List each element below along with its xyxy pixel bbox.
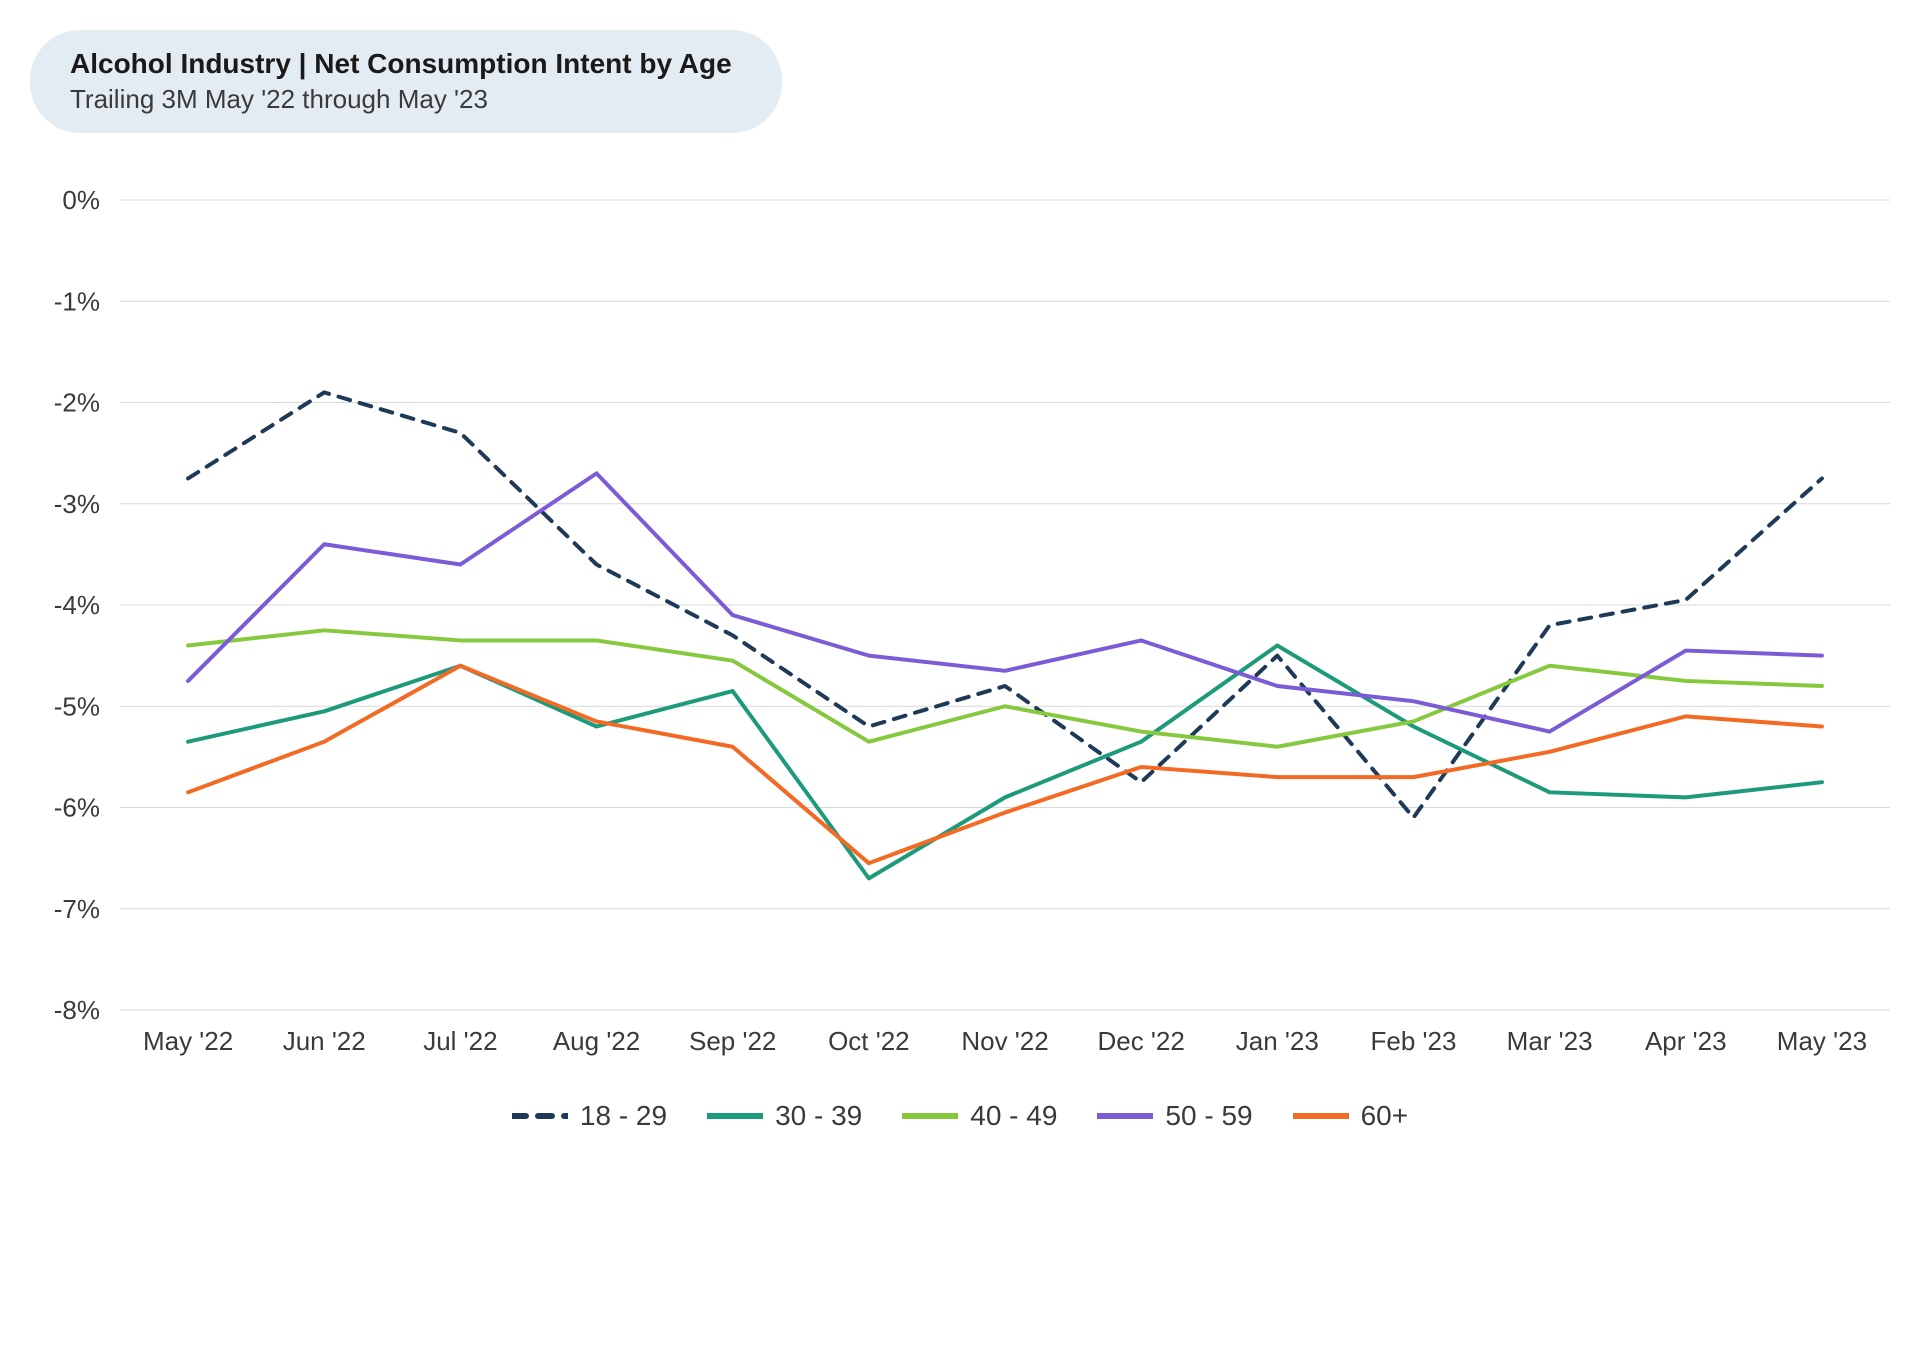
x-axis-label: Dec '22 (1097, 1026, 1184, 1056)
x-axis-label: Feb '23 (1371, 1026, 1457, 1056)
legend-item: 18 - 29 (512, 1100, 667, 1132)
series-line (188, 473, 1822, 731)
y-axis-label: -6% (54, 793, 100, 823)
x-axis-label: May '23 (1777, 1026, 1867, 1056)
chart-container: Alcohol Industry | Net Consumption Inten… (0, 0, 1920, 1367)
x-axis-label: Sep '22 (689, 1026, 776, 1056)
x-axis-label: May '22 (143, 1026, 233, 1056)
series-line (188, 666, 1822, 863)
legend-swatch (707, 1106, 763, 1126)
legend-swatch (1097, 1106, 1153, 1126)
y-axis-label: -3% (54, 489, 100, 519)
y-axis-label: -8% (54, 995, 100, 1025)
x-axis-label: Apr '23 (1645, 1026, 1727, 1056)
legend-label: 30 - 39 (775, 1100, 862, 1132)
series-line (188, 630, 1822, 746)
legend-item: 30 - 39 (707, 1100, 862, 1132)
y-axis-label: 0% (62, 185, 100, 215)
legend-label: 50 - 59 (1165, 1100, 1252, 1132)
legend-swatch (1293, 1106, 1349, 1126)
legend-item: 50 - 59 (1097, 1100, 1252, 1132)
x-axis-label: Jul '22 (423, 1026, 497, 1056)
legend-item: 40 - 49 (902, 1100, 1057, 1132)
legend-swatch (512, 1106, 568, 1126)
y-axis-label: -1% (54, 286, 100, 316)
x-axis-label: Oct '22 (828, 1026, 910, 1056)
legend-item: 60+ (1293, 1100, 1409, 1132)
legend-label: 18 - 29 (580, 1100, 667, 1132)
x-axis-label: Jun '22 (283, 1026, 366, 1056)
y-axis-label: -5% (54, 691, 100, 721)
chart-legend: 18 - 29 30 - 39 40 - 49 50 - 59 60+ (0, 1100, 1920, 1132)
x-axis-label: Nov '22 (961, 1026, 1048, 1056)
line-chart-svg: 0% -1% -2% -3% -4% -5% -6% -7% -8% May '22 Jun '22… (0, 0, 1920, 1367)
legend-label: 40 - 49 (970, 1100, 1057, 1132)
legend-swatch (902, 1106, 958, 1126)
y-axis-label: -2% (54, 388, 100, 418)
legend-label: 60+ (1361, 1100, 1409, 1132)
y-axis-label: -7% (54, 894, 100, 924)
x-axis-label: Aug '22 (553, 1026, 640, 1056)
x-axis-label: Mar '23 (1507, 1026, 1593, 1056)
x-axis-label: Jan '23 (1236, 1026, 1319, 1056)
y-axis-label: -4% (54, 590, 100, 620)
